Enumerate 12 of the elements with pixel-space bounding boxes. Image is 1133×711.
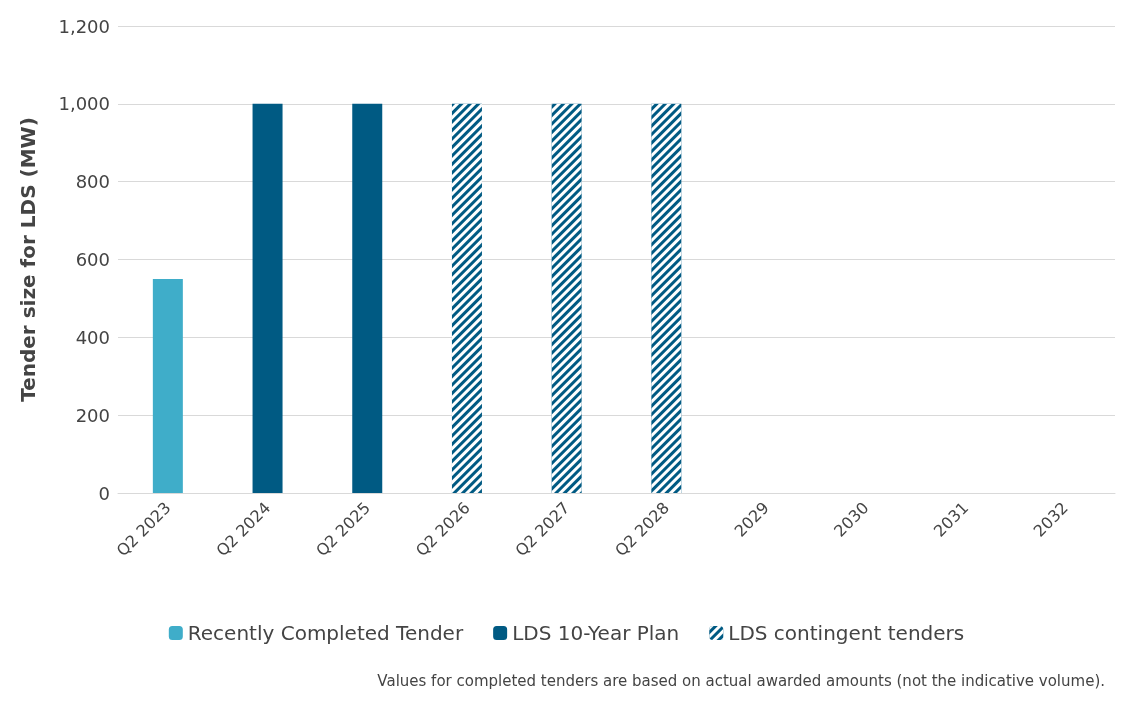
legend-label: LDS contingent tenders <box>728 621 965 645</box>
legend-label: LDS 10-Year Plan <box>512 621 680 645</box>
y-tick-label: 800 <box>75 171 110 193</box>
y-tick-label: 600 <box>75 249 110 270</box>
y-axis-title: Tender size for LDS (MW) <box>16 117 40 402</box>
y-tick-label: 200 <box>75 404 110 426</box>
y-tick-label: 1,200 <box>58 15 110 37</box>
y-tick-label: 400 <box>75 326 110 348</box>
legend-label: Recently Completed Tender <box>187 621 464 645</box>
text: Values for completed tenders are based on actual awarded amounts (not the indicative volume). <box>377 671 1105 690</box>
y-tick-label: 1,000 <box>58 93 110 115</box>
y-tick-label: 0 <box>98 482 110 504</box>
